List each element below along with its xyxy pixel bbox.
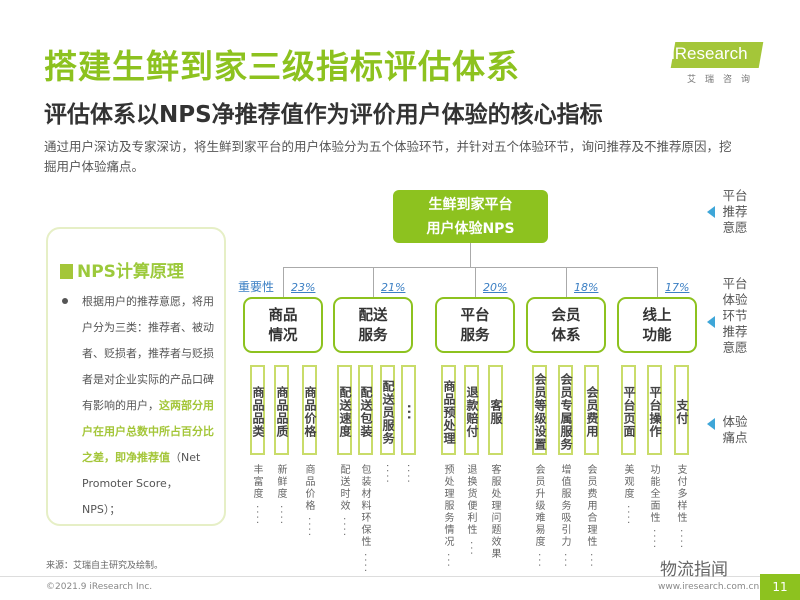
connector-line bbox=[657, 267, 658, 297]
arrow-left-icon bbox=[707, 418, 715, 430]
indicator-node: 退款赔付 bbox=[464, 365, 479, 455]
connector-line bbox=[283, 267, 284, 297]
pain-point-text: 退换货便利性 ··· bbox=[465, 464, 476, 557]
pain-point-text: ···· bbox=[381, 464, 392, 485]
indicator-node: 商品品质 bbox=[274, 365, 289, 455]
website-link[interactable]: www.iresearch.com.cn bbox=[658, 582, 760, 592]
importance-pct: 18% bbox=[574, 281, 599, 294]
nps-highlight: 这两部分用户在用户总数中所占百分比之差，即净推荐值 bbox=[82, 399, 214, 464]
intro-text: 通过用户深访及专家深访，将生鲜到家平台的用户体验分为五个体验环节，并针对五个体验… bbox=[44, 139, 732, 174]
page-title: 搭建生鲜到家三级指标评估体系 bbox=[44, 47, 520, 86]
indicator-node: 会员专属服务 bbox=[558, 365, 573, 455]
connector-line bbox=[470, 243, 471, 267]
right-label-pain: 体验痛点 bbox=[722, 414, 748, 445]
pain-point-text: 会员升级难易度 ··· bbox=[533, 464, 544, 569]
right-label-stage: 平台体验环节推荐意愿 bbox=[722, 276, 748, 355]
source-note: 来源：艾瑞自主研究及绘制。 bbox=[46, 561, 164, 571]
importance-pct: 21% bbox=[381, 281, 406, 294]
indicator-node: 平台操作 bbox=[647, 365, 662, 455]
connector-line bbox=[283, 267, 657, 268]
indicator-node: 会员费用 bbox=[584, 365, 599, 455]
square-bullet-icon bbox=[60, 264, 73, 279]
page-number: 11 bbox=[760, 574, 800, 600]
pain-point-text: 包装材料环保性 ···· bbox=[359, 464, 370, 574]
stage-node: 配送 服务 bbox=[333, 297, 413, 353]
watermark: 物流指闻 bbox=[660, 560, 728, 580]
pain-point-text: 美观度 ···· bbox=[622, 464, 633, 526]
indicator-node: 配送包装 bbox=[358, 365, 373, 455]
copyright: ©2021.9 iResearch Inc. bbox=[46, 582, 153, 592]
iresearch-logo: iResearch 艾瑞咨询 bbox=[665, 40, 765, 85]
nps-heading: NPS计算原理 bbox=[77, 262, 184, 282]
importance-pct: 17% bbox=[665, 281, 690, 294]
pain-point-text: 丰富度 ···· bbox=[251, 464, 262, 526]
pain-point-text: 增值服务吸引力 ··· bbox=[559, 464, 570, 569]
stage-node: 平台 服务 bbox=[435, 297, 515, 353]
connector-line bbox=[373, 267, 374, 297]
pain-point-text: 预处理服务情况 ··· bbox=[442, 464, 453, 569]
arrow-left-icon bbox=[707, 206, 715, 218]
pain-point-text: 商品价格 ···· bbox=[303, 464, 314, 538]
nps-principle-box: NPS计算原理 根据用户的推荐意愿，将用户分为三类：推荐者、被动者、贬损者，推荐… bbox=[46, 227, 226, 526]
indicator-node: 商品价格 bbox=[302, 365, 317, 455]
pain-point-text: 功能全面性 ···· bbox=[648, 464, 659, 550]
pain-point-text: 客服处理问题效果 bbox=[489, 464, 500, 560]
indicator-node: 配送速度 bbox=[337, 365, 352, 455]
pain-point-text: 配送时效 ···· bbox=[338, 464, 349, 538]
right-label-platform: 平台推荐意愿 bbox=[722, 188, 748, 235]
indicator-node: ··· bbox=[401, 365, 416, 455]
nps-text: 根据用户的推荐意愿，将用户分为三类：推荐者、被动者、贬损者，推荐者与贬损者是对企… bbox=[82, 295, 214, 412]
root-node: 生鲜到家平台 用户体验NPS bbox=[393, 190, 548, 243]
pain-point-text: 新鲜度 ···· bbox=[275, 464, 286, 526]
divider bbox=[0, 576, 760, 577]
indicator-node: 支付 bbox=[674, 365, 689, 455]
page-subtitle: 评估体系以NPS净推荐值作为评价用户体验的核心指标 bbox=[44, 102, 603, 128]
pain-point-text: 会员费用合理性 ··· bbox=[585, 464, 596, 569]
connector-line bbox=[566, 267, 567, 297]
stage-node: 线上 功能 bbox=[617, 297, 697, 353]
indicator-node: 商品品类 bbox=[250, 365, 265, 455]
importance-pct: 23% bbox=[291, 281, 316, 294]
connector-line bbox=[475, 267, 476, 297]
indicator-node: 会员等级设置 bbox=[532, 365, 547, 455]
stage-node: 会员 体系 bbox=[526, 297, 606, 353]
pain-point-text: 支付多样性 ···· bbox=[675, 464, 686, 550]
stage-node: 商品 情况 bbox=[243, 297, 323, 353]
nps-tail: （Net Promoter Score，NPS）； bbox=[82, 451, 201, 516]
pain-point-text: ···· bbox=[402, 464, 413, 485]
arrow-left-icon bbox=[707, 316, 715, 328]
importance-label: 重要性 bbox=[238, 280, 275, 294]
indicator-node: 平台页面 bbox=[621, 365, 636, 455]
indicator-node: 商品预处理 bbox=[441, 365, 456, 455]
importance-pct: 20% bbox=[483, 281, 508, 294]
bullet-icon bbox=[62, 298, 68, 304]
indicator-node: 客服 bbox=[488, 365, 503, 455]
indicator-node: 配送员服务 bbox=[380, 365, 395, 455]
